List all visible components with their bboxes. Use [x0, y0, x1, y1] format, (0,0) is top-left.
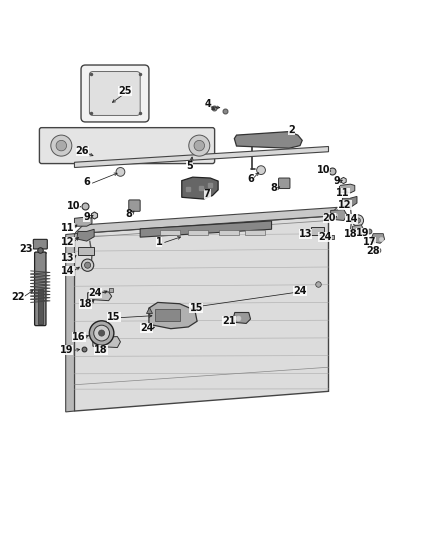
FancyBboxPatch shape — [33, 239, 47, 249]
Polygon shape — [232, 312, 251, 324]
Bar — [311, 227, 324, 235]
Text: 15: 15 — [190, 303, 203, 313]
Circle shape — [355, 218, 360, 223]
Polygon shape — [234, 132, 302, 148]
Text: 12: 12 — [61, 237, 74, 247]
Circle shape — [56, 140, 67, 151]
Polygon shape — [353, 225, 364, 233]
Text: 10: 10 — [317, 165, 330, 175]
Text: 9: 9 — [333, 176, 340, 186]
FancyBboxPatch shape — [39, 128, 215, 164]
Circle shape — [81, 259, 94, 271]
Text: 17: 17 — [363, 237, 376, 247]
Text: 18: 18 — [343, 229, 357, 239]
Text: 16: 16 — [72, 332, 85, 342]
FancyBboxPatch shape — [129, 200, 140, 211]
Text: 15: 15 — [107, 312, 120, 322]
Circle shape — [189, 135, 210, 156]
Circle shape — [85, 262, 91, 268]
Circle shape — [352, 215, 364, 226]
Text: 26: 26 — [76, 146, 89, 156]
Polygon shape — [77, 229, 94, 241]
Text: 11: 11 — [61, 223, 74, 233]
Text: 6: 6 — [83, 177, 90, 188]
Text: 23: 23 — [20, 244, 33, 254]
Bar — [245, 230, 265, 235]
Polygon shape — [93, 336, 120, 348]
Circle shape — [99, 330, 105, 336]
Polygon shape — [339, 184, 355, 193]
Text: 14: 14 — [345, 214, 358, 224]
Text: 2: 2 — [288, 125, 295, 135]
Text: 11: 11 — [336, 188, 350, 198]
Text: 5: 5 — [186, 161, 193, 171]
Text: 12: 12 — [339, 200, 352, 210]
Circle shape — [94, 325, 110, 341]
Polygon shape — [74, 147, 328, 167]
Text: 25: 25 — [118, 86, 131, 96]
Text: 6: 6 — [247, 174, 254, 184]
Text: 19: 19 — [356, 228, 369, 238]
Text: 1: 1 — [155, 237, 162, 247]
Polygon shape — [182, 177, 218, 199]
Text: 20: 20 — [323, 213, 336, 223]
Polygon shape — [74, 216, 328, 411]
Bar — [219, 230, 239, 235]
Circle shape — [89, 321, 114, 345]
Polygon shape — [342, 197, 357, 207]
Text: 24: 24 — [318, 232, 332, 242]
Polygon shape — [140, 221, 272, 237]
Text: 21: 21 — [223, 316, 236, 326]
Text: 8: 8 — [270, 183, 277, 192]
FancyBboxPatch shape — [35, 252, 46, 326]
Polygon shape — [370, 233, 385, 243]
Text: 22: 22 — [12, 292, 25, 302]
Text: 13: 13 — [61, 253, 74, 263]
Circle shape — [116, 167, 125, 176]
Text: 24: 24 — [89, 288, 102, 298]
FancyBboxPatch shape — [89, 71, 140, 115]
Text: 24: 24 — [140, 323, 153, 333]
Bar — [155, 309, 180, 321]
Text: 28: 28 — [366, 246, 380, 256]
Circle shape — [51, 135, 72, 156]
Text: 7: 7 — [204, 189, 211, 199]
Text: 4: 4 — [205, 99, 212, 109]
Text: 14: 14 — [61, 266, 74, 276]
Text: 19: 19 — [60, 345, 73, 355]
Bar — [160, 230, 180, 235]
Text: 10: 10 — [67, 201, 80, 211]
Text: 9: 9 — [83, 212, 90, 222]
Text: 18: 18 — [78, 298, 92, 309]
Text: 24: 24 — [293, 286, 307, 296]
FancyBboxPatch shape — [81, 65, 149, 122]
Bar — [38, 289, 43, 324]
Circle shape — [257, 166, 265, 174]
Bar — [188, 230, 208, 235]
Polygon shape — [74, 207, 337, 233]
Text: 8: 8 — [125, 209, 132, 219]
Polygon shape — [74, 217, 92, 226]
Polygon shape — [66, 233, 74, 412]
Bar — [78, 247, 94, 255]
FancyBboxPatch shape — [279, 178, 290, 189]
Polygon shape — [88, 292, 112, 301]
Polygon shape — [149, 302, 197, 329]
Text: 13: 13 — [299, 229, 312, 239]
Circle shape — [194, 140, 205, 151]
Text: 18: 18 — [94, 345, 108, 355]
Polygon shape — [331, 209, 347, 221]
